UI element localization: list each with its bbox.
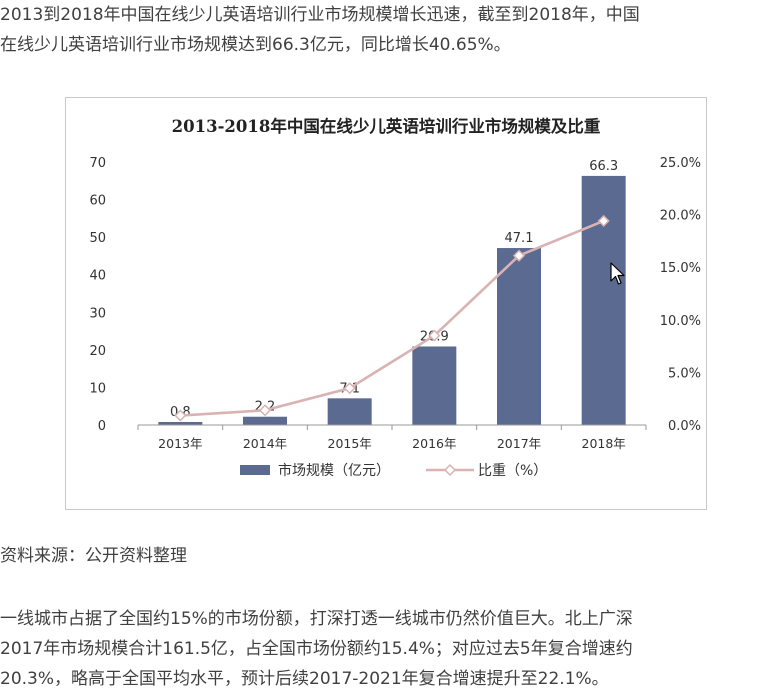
y-left-tick-label: 20 <box>89 344 106 359</box>
x-tick-label: 2016年 <box>412 436 456 451</box>
x-tick-label: 2018年 <box>582 436 626 451</box>
bar <box>158 421 203 425</box>
y-left-tick-label: 0 <box>98 419 106 434</box>
bar-data-label: 66.3 <box>589 159 618 174</box>
y-left-tick-label: 10 <box>89 381 106 396</box>
mouse-cursor-icon <box>610 262 625 285</box>
y-right-tick-label: 25.0% <box>660 156 701 171</box>
intro-paragraph: 2013到2018年中国在线少儿英语培训行业市场规模增长迅速，截至到2018年，… <box>0 5 640 55</box>
bars-layer: 0.82.27.120.947.166.3 <box>158 159 626 425</box>
axes-layer: 2013年 2014年 2015年 2016年 2017年 2018年 0 10 20 30 40 5… <box>89 156 701 451</box>
bar <box>243 416 287 425</box>
legend-bar-swatch <box>240 465 270 475</box>
share-point <box>512 249 526 262</box>
bar <box>581 175 626 425</box>
y-left-tick-label: 50 <box>89 231 106 246</box>
chart-frame: 2013-2018年中国在线少儿英语培训行业市场规模及比重 0.82.27.12… <box>65 97 707 510</box>
y-left-tick-label: 40 <box>89 269 106 284</box>
share-point <box>258 404 272 417</box>
bar-data-label: 47.1 <box>505 231 534 246</box>
y-right-tick-label: 15.0% <box>660 261 701 276</box>
share-point <box>343 382 356 395</box>
legend-bar-label: 市场规模（亿元） <box>278 462 390 479</box>
x-tick-label: 2014年 <box>243 436 287 451</box>
bar <box>497 248 541 425</box>
outro-paragraph: 一线城市占据了全国约15%的市场份额，打深打透一线城市仍然价值巨大。北上广深 2… <box>0 609 633 689</box>
x-tick-label: 2017年 <box>497 436 541 451</box>
y-left-tick-label: 70 <box>89 156 106 171</box>
share-point <box>597 214 610 227</box>
legend-layer: 市场规模（亿元） 比重（%） <box>240 462 547 479</box>
y-right-tick-label: 20.0% <box>660 209 701 224</box>
chart-title: 2013-2018年中国在线少儿英语培训行业市场规模及比重 <box>172 116 601 136</box>
x-tick-label: 2013年 <box>158 436 202 451</box>
line-layer <box>174 214 610 422</box>
share-point <box>428 329 441 342</box>
share-point <box>174 409 187 422</box>
y-right-tick-label: 10.0% <box>660 314 701 329</box>
y-left-tick-label: 30 <box>89 306 106 321</box>
bar <box>412 346 457 425</box>
share-line <box>180 219 605 417</box>
y-right-tick-label: 0.0% <box>668 419 701 434</box>
y-right-tick-label: 5.0% <box>668 366 701 381</box>
bar <box>327 398 372 425</box>
y-left-tick-label: 60 <box>89 194 106 209</box>
legend-line-label: 比重（%） <box>478 463 547 479</box>
legend-line-marker <box>443 463 457 477</box>
x-tick-label: 2015年 <box>328 436 372 451</box>
source-note: 资料来源：公开资料整理 <box>0 546 187 566</box>
chart-svg: 2013-2018年中国在线少儿英语培训行业市场规模及比重 0.82.27.12… <box>89 116 701 479</box>
